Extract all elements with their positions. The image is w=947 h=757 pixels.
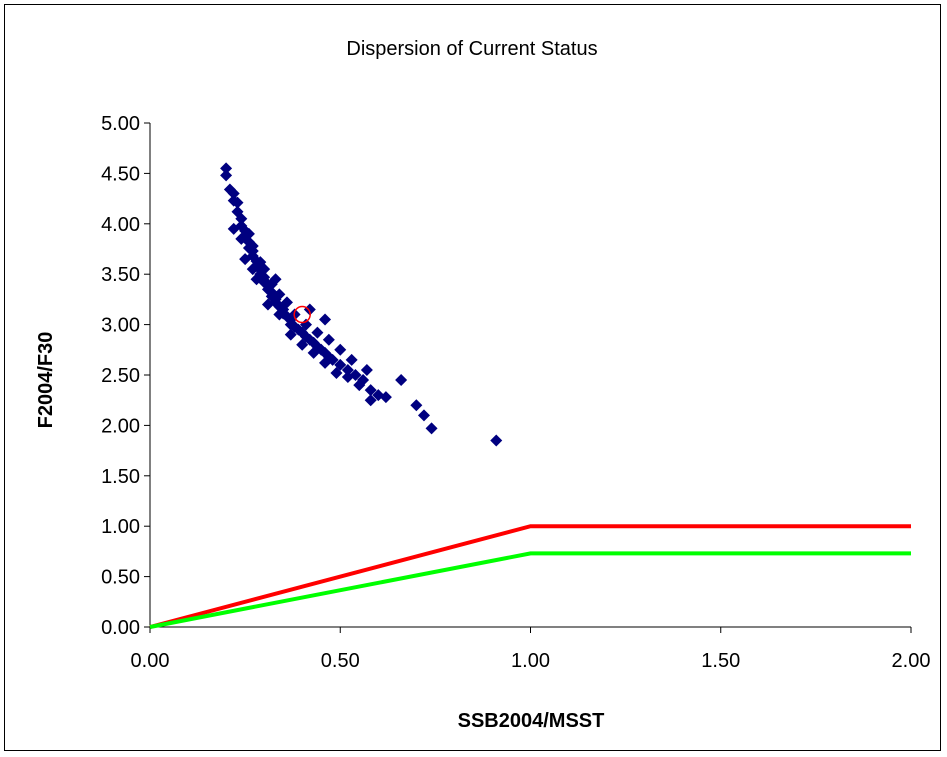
data-point bbox=[341, 371, 354, 384]
tick-labels: 0.00 0.50 1.00 1.50 2.00 2.50 3.00 3.50 4.00 4.50… bbox=[101, 113, 930, 672]
x-tick-label: 0.50 bbox=[321, 650, 360, 672]
data-point bbox=[246, 263, 259, 276]
data-point bbox=[220, 169, 233, 182]
data-point bbox=[227, 187, 240, 200]
data-point bbox=[345, 353, 358, 366]
y-tick-label: 0.50 bbox=[101, 567, 140, 589]
data-point bbox=[261, 298, 274, 311]
data-point bbox=[273, 308, 286, 321]
data-point bbox=[220, 162, 233, 175]
data-point bbox=[300, 318, 313, 331]
x-tick-label: 0.00 bbox=[131, 650, 170, 672]
series-line-3 bbox=[149, 551, 911, 629]
y-tick-label: 1.00 bbox=[101, 516, 140, 538]
y-tick-label: 3.00 bbox=[101, 315, 140, 337]
y-tick-label: 1.50 bbox=[101, 466, 140, 488]
data-point bbox=[307, 346, 320, 359]
data-point bbox=[311, 326, 324, 339]
y-tick-label: 2.00 bbox=[101, 415, 140, 437]
data-point bbox=[296, 338, 309, 351]
data-point bbox=[269, 273, 282, 286]
data-point bbox=[395, 374, 408, 387]
data-point bbox=[360, 363, 373, 376]
chart-frame: Dispersion of Current Status F2004/F30 S… bbox=[4, 4, 941, 751]
data-point bbox=[379, 391, 392, 404]
x-tick-label: 1.00 bbox=[511, 650, 550, 672]
data-point bbox=[425, 422, 438, 435]
series-line-2 bbox=[149, 524, 911, 629]
data-point bbox=[341, 363, 354, 376]
data-point bbox=[353, 379, 366, 392]
data-point bbox=[364, 394, 377, 407]
data-point bbox=[258, 263, 271, 276]
x-tick-label: 2.00 bbox=[892, 650, 931, 672]
y-tick-label: 2.50 bbox=[101, 365, 140, 387]
data-point bbox=[319, 356, 332, 369]
data-point bbox=[330, 366, 343, 379]
x-tick-label: 1.50 bbox=[701, 650, 740, 672]
data-point bbox=[273, 288, 286, 301]
data-point bbox=[417, 409, 430, 422]
data-point bbox=[334, 343, 347, 356]
data-point bbox=[242, 227, 255, 240]
y-tick-label: 4.00 bbox=[101, 214, 140, 236]
data-point bbox=[235, 212, 248, 225]
data-point bbox=[410, 399, 423, 412]
y-tick-label: 5.00 bbox=[101, 113, 140, 135]
data-point bbox=[231, 196, 244, 209]
data-point bbox=[235, 232, 248, 245]
data-point bbox=[303, 303, 316, 316]
data-point bbox=[250, 273, 263, 286]
data-point bbox=[246, 239, 259, 252]
data-point bbox=[284, 328, 297, 341]
y-tick-label: 3.50 bbox=[101, 264, 140, 286]
x-axis-title: SSB2004/MSST bbox=[458, 710, 605, 732]
y-axis-title: F2004/F30 bbox=[35, 332, 57, 429]
reference-lines bbox=[149, 524, 911, 629]
data-point bbox=[227, 222, 240, 235]
data-point bbox=[280, 296, 293, 309]
highlight-point bbox=[293, 305, 311, 324]
data-point bbox=[490, 434, 503, 447]
data-point bbox=[322, 333, 335, 346]
axes bbox=[144, 122, 912, 633]
chart-svg: Dispersion of Current Status F2004/F30 S… bbox=[35, 38, 930, 732]
data-point bbox=[319, 313, 332, 326]
data-point bbox=[364, 384, 377, 397]
y-tick-label: 0.00 bbox=[101, 617, 140, 639]
chart-title: Dispersion of Current Status bbox=[346, 38, 597, 60]
y-tick-label: 4.50 bbox=[101, 163, 140, 185]
scatter-points bbox=[220, 162, 503, 447]
